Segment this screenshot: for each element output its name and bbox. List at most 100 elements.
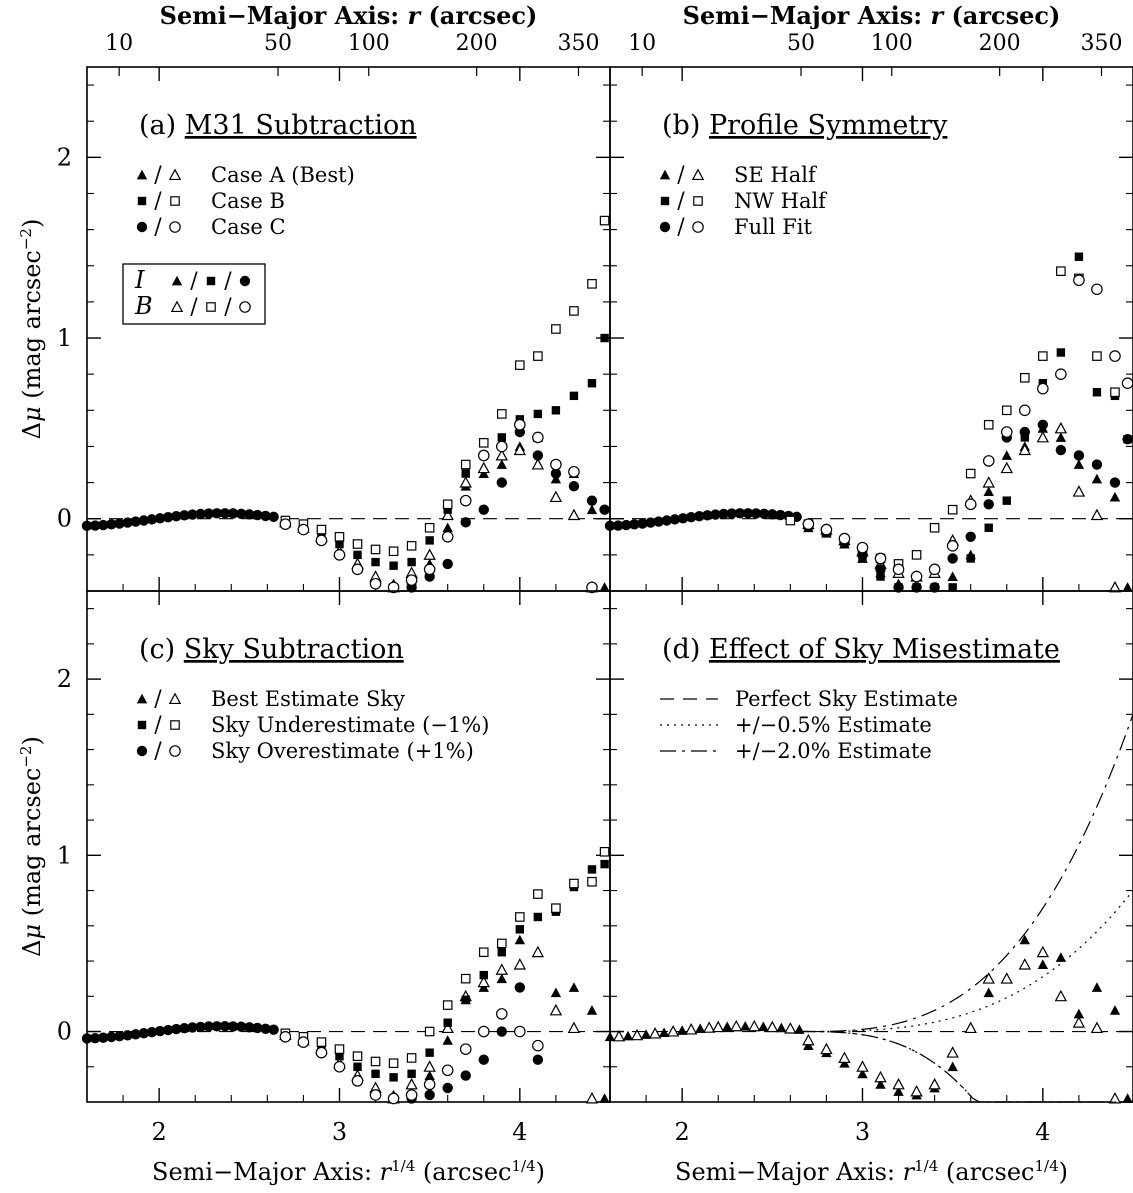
inner-residual-point <box>89 1032 101 1044</box>
data-point <box>442 1082 453 1094</box>
data-point <box>946 540 959 552</box>
data-point <box>459 494 472 507</box>
legend-slash: / <box>154 215 162 240</box>
legend-label: NW Half <box>734 189 828 213</box>
data-point <box>929 582 940 593</box>
legend-marker-filled <box>136 169 148 180</box>
data-point <box>532 431 544 444</box>
data-point <box>533 889 543 899</box>
inner-residual-points <box>81 1021 279 1044</box>
data-point <box>911 582 922 593</box>
data-point <box>1055 952 1067 962</box>
legend-marker-open <box>692 221 704 233</box>
data-point <box>550 458 562 471</box>
inner-residual-point <box>694 511 705 522</box>
data-point <box>600 859 609 869</box>
data-point <box>460 517 471 528</box>
series-sky-underestimate-b <box>280 846 610 1069</box>
inner-residual-point <box>712 1020 725 1033</box>
data-point <box>423 548 436 560</box>
inner-residual-point <box>629 519 640 530</box>
data-point <box>405 1077 418 1090</box>
legend-marker-filled <box>136 745 148 757</box>
inner-residual-point <box>740 1021 751 1031</box>
label-part: (arcsec <box>938 1158 1034 1186</box>
data-point <box>405 574 418 586</box>
legend-marker-open <box>170 196 180 206</box>
data-point <box>460 459 471 470</box>
data-point <box>477 449 490 462</box>
label-part: Semi−Major Axis: <box>160 1 408 30</box>
data-point <box>515 360 525 370</box>
data-point <box>1056 348 1066 357</box>
data-point <box>1092 388 1102 397</box>
data-point <box>911 550 922 560</box>
data-point <box>352 1051 363 1061</box>
data-point <box>567 1021 581 1034</box>
data-point <box>965 468 976 479</box>
data-point <box>495 440 508 453</box>
data-point <box>874 1070 887 1083</box>
inner-residual-point <box>661 515 673 526</box>
legend-slash: / <box>677 163 685 188</box>
data-point <box>315 1046 328 1059</box>
legend-marker-filled <box>659 221 671 233</box>
data-point <box>1054 421 1068 434</box>
panel-title-prefix: (b) <box>662 110 709 141</box>
top-tick-label: 100 <box>348 31 390 56</box>
legend-marker-open <box>168 692 182 705</box>
panel-frame <box>86 66 611 592</box>
data-point <box>1073 459 1085 469</box>
data-point <box>533 912 543 922</box>
inner-residual-point <box>154 1025 166 1037</box>
data-point <box>875 1079 886 1089</box>
legend-marker-open <box>169 745 181 757</box>
data-point <box>441 508 454 521</box>
data-point <box>387 1092 400 1105</box>
y-tick-label: 1 <box>57 324 72 352</box>
data-point <box>279 518 292 530</box>
data-point <box>838 1051 851 1063</box>
inner-residual-point <box>734 508 746 519</box>
legend-label: Case C <box>211 215 286 239</box>
inner-residual-point <box>268 511 279 523</box>
data-point <box>1110 387 1120 398</box>
legend-marker-filled <box>659 169 671 180</box>
data-point <box>893 1086 904 1096</box>
data-point <box>1037 419 1049 430</box>
data-point <box>1036 430 1050 443</box>
data-point <box>315 534 328 547</box>
inner-residual-point <box>767 509 778 520</box>
inner-residual-point <box>648 1027 662 1039</box>
inner-residual-point <box>98 1032 109 1043</box>
top-tick-label: 50 <box>264 31 292 56</box>
series-case-c-b <box>279 418 598 594</box>
y-tick-label: 2 <box>57 143 72 171</box>
inner-residual-point <box>203 508 214 519</box>
inner-residual-point <box>612 520 624 531</box>
data-point <box>443 505 452 514</box>
data-point <box>838 532 851 545</box>
data-point <box>892 563 905 576</box>
data-point <box>335 539 344 549</box>
inner-residual-point <box>669 514 681 525</box>
data-point <box>892 1077 905 1090</box>
data-point <box>351 1075 364 1087</box>
data-point <box>279 1031 292 1043</box>
legend-slash: / <box>154 163 162 188</box>
data-point <box>587 279 597 289</box>
data-point <box>929 522 940 533</box>
key-marker <box>206 276 216 286</box>
data-point <box>1055 368 1067 380</box>
legend-label: Full Fit <box>734 215 812 239</box>
data-point <box>875 564 886 575</box>
data-point <box>425 536 434 545</box>
inner-residual-point <box>244 1022 255 1033</box>
data-point <box>1073 1008 1085 1019</box>
data-point <box>587 865 597 874</box>
data-point <box>1091 283 1103 296</box>
data-point <box>1018 958 1031 970</box>
data-point <box>352 539 363 549</box>
data-point <box>983 486 994 497</box>
